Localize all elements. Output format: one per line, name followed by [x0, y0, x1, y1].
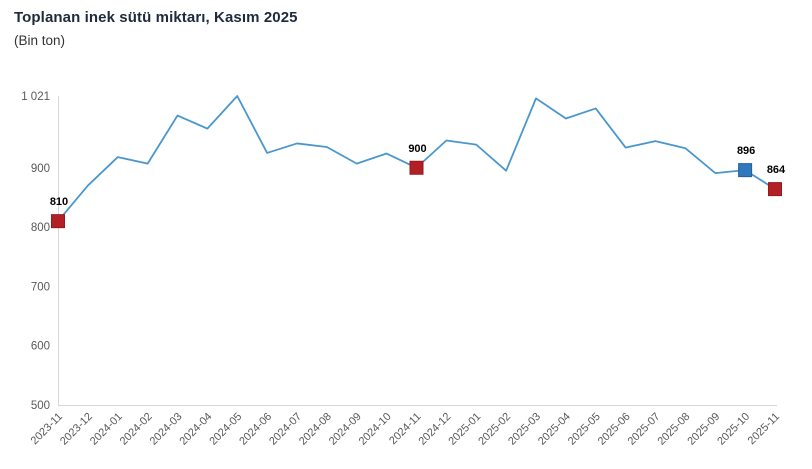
y-tick-label: 900 [31, 163, 50, 175]
x-tick-label: 2025-10 [715, 411, 752, 448]
data-point-marker[interactable] [409, 160, 424, 175]
x-tick-label: 2025-11 [746, 411, 782, 447]
x-tick-label: 2024-10 [357, 411, 394, 448]
y-tick-label: 600 [31, 341, 50, 353]
chart-title: Toplanan inek sütü miktarı, Kasım 2025 [14, 9, 298, 26]
data-point-label: 896 [737, 145, 755, 157]
y-tick-label: 500 [31, 400, 50, 412]
data-point-label: 900 [408, 143, 426, 155]
series-line [57, 95, 776, 222]
data-point-marker[interactable] [51, 214, 65, 229]
data-point-label: 810 [50, 196, 68, 208]
data-point-marker[interactable] [738, 163, 753, 178]
chart-subtitle: (Bin ton) [14, 33, 66, 48]
data-point-label: 864 [767, 164, 786, 176]
y-tick-label: 700 [31, 281, 50, 293]
y-tick-label: 800 [31, 222, 50, 234]
chart-header: Toplanan inek sütü miktarı, Kasım 2025 (… [14, 9, 298, 48]
y-tick-label: 1 021 [21, 91, 50, 103]
data-point-marker[interactable] [768, 182, 782, 197]
